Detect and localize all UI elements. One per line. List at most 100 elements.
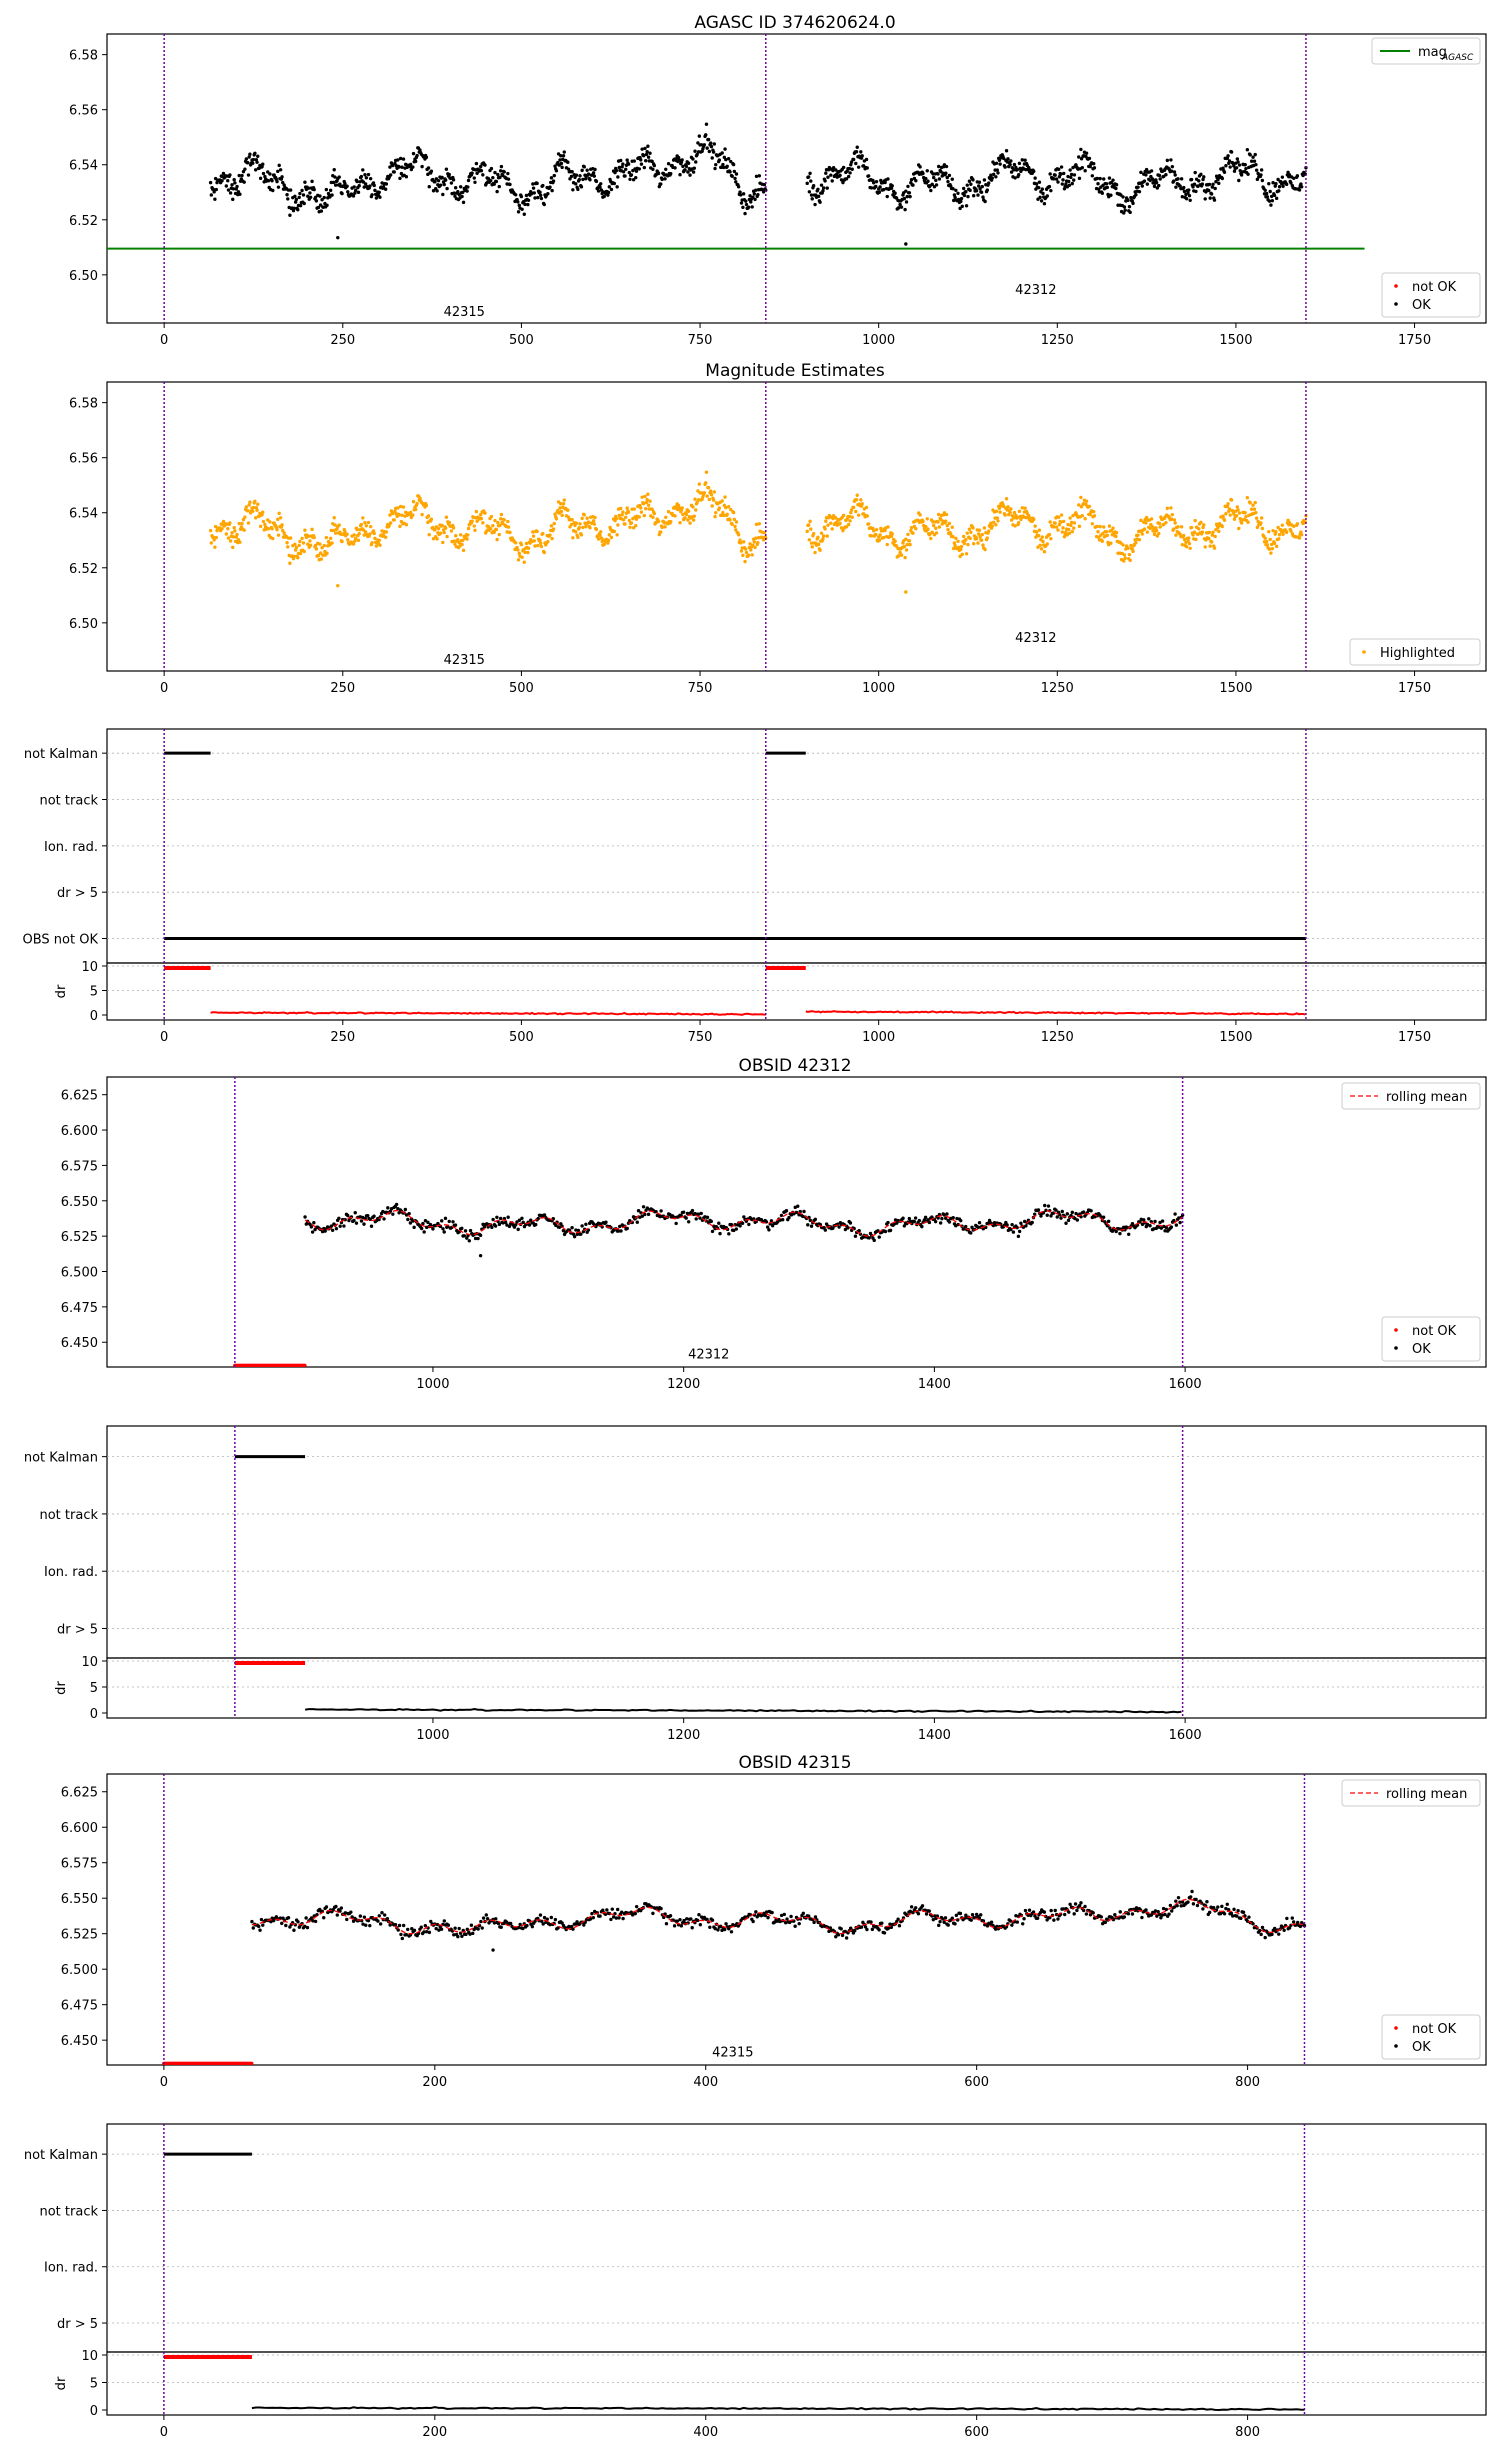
p2-data-point [1157, 531, 1161, 536]
p2-data-point [488, 527, 493, 531]
p1-data-point [896, 206, 901, 210]
p4-data-point [625, 1226, 629, 1231]
p2-data-point [960, 552, 964, 557]
p2-data-point [1179, 525, 1184, 529]
p2-data-point [944, 519, 948, 523]
p6-data-point [1022, 1917, 1026, 1921]
p2-data-point [224, 532, 229, 536]
p2-data-point [1158, 525, 1162, 529]
p1-data-point [677, 158, 682, 162]
p1-data-point [499, 164, 504, 169]
p1-data-point [1004, 149, 1009, 153]
p2-data-point [994, 523, 998, 527]
p2-data-point [411, 513, 415, 517]
p2-data-point [531, 530, 535, 534]
p2-data-point [1104, 530, 1109, 534]
p1-data-point [907, 191, 912, 195]
p1-data-point [1123, 208, 1127, 212]
p1-xtick-label: 0 [160, 333, 168, 348]
p2-data-point [646, 503, 651, 507]
p2-data-point [574, 530, 578, 534]
p1-frame [106, 33, 1487, 324]
p1-data-point [686, 161, 691, 165]
p4-data-point [1153, 1219, 1157, 1224]
p4-data-point [361, 1215, 365, 1220]
p1-data-point [606, 190, 611, 195]
p2-data-point [987, 529, 991, 533]
p1-data-point [890, 184, 894, 188]
p6-data-point [993, 1927, 998, 1931]
p1-data-point [1265, 195, 1270, 199]
p1-data-point [1105, 185, 1110, 190]
p2-ytick-label: 6.52 [69, 562, 98, 577]
p6-data-point [785, 1917, 789, 1921]
p6-data-point [1220, 1904, 1224, 1909]
p1-data-point [1299, 185, 1304, 189]
p1-data-point [398, 176, 402, 181]
p1-data-point [1263, 188, 1267, 192]
p2-data-point [646, 492, 650, 496]
p1-data-point [313, 195, 318, 200]
p2-data-point [435, 537, 439, 541]
p3-flag-label: dr > 5 [57, 886, 98, 901]
p2-data-point [492, 530, 496, 534]
p4-data-point [505, 1223, 509, 1227]
p6-data-point [605, 1908, 609, 1912]
p2-data-point [624, 515, 628, 519]
p1-data-point [209, 193, 214, 197]
p1-legend-agasc-box [1371, 37, 1481, 65]
p2-data-point [926, 527, 930, 531]
p4-data-point [1173, 1212, 1177, 1216]
p4-data-point [369, 1224, 374, 1228]
p2-data-point [905, 542, 909, 547]
p2-data-point [377, 538, 381, 542]
p6-xtick-label: 800 [1235, 2075, 1260, 2090]
p1-data-point [606, 193, 610, 197]
p4-xtick-label: 1200 [667, 1377, 700, 1392]
p4-data-point [1147, 1217, 1151, 1221]
p1-data-point [491, 175, 495, 180]
p2-data-point [580, 516, 584, 521]
p1-data-point [696, 141, 700, 145]
p2-data-point [539, 544, 544, 549]
p4-data-point [579, 1232, 583, 1236]
p1-data-point [878, 185, 882, 189]
p1-data-point [702, 143, 707, 147]
p4-data-point [498, 1216, 503, 1221]
p2-data-point [971, 526, 975, 530]
p1-data-point [598, 185, 602, 189]
p2-data-point [481, 521, 485, 525]
p1-data-point [725, 164, 729, 169]
p2-data-point [637, 515, 642, 519]
p2-data-point [408, 510, 413, 515]
p2-data-point [566, 515, 571, 519]
p2-data-point [519, 542, 524, 547]
p2-data-point [474, 509, 479, 514]
p2-data-point [629, 521, 634, 525]
p6-data-point [446, 1923, 451, 1927]
p4-data-point [329, 1224, 334, 1228]
p1-data-point [337, 175, 341, 179]
p1-data-point [1122, 205, 1127, 209]
p2-xtick-label: 500 [509, 681, 534, 696]
p1-data-point [228, 173, 232, 177]
p2-data-point [296, 556, 300, 560]
p4-xtick-label: 1600 [1169, 1377, 1202, 1392]
p1-data-point [841, 180, 845, 185]
p6-data-point [916, 1912, 921, 1916]
p1-data-point [1237, 163, 1242, 167]
p2-data-point [353, 536, 358, 541]
p4-data-point [732, 1228, 736, 1233]
p1-data-point [276, 185, 281, 189]
p1-data-point [704, 133, 708, 137]
p1-data-point [1217, 181, 1221, 186]
p1-data-point [483, 163, 487, 167]
p1-data-point [1180, 195, 1185, 199]
p6-data-point [1232, 1907, 1236, 1912]
p5-xtick-label: 1000 [416, 1728, 449, 1743]
p2-data-point [526, 546, 531, 550]
p1-data-point [645, 150, 649, 154]
p6-data-point [828, 1926, 833, 1930]
p1-data-point [886, 177, 890, 181]
p1-data-point [496, 172, 500, 177]
